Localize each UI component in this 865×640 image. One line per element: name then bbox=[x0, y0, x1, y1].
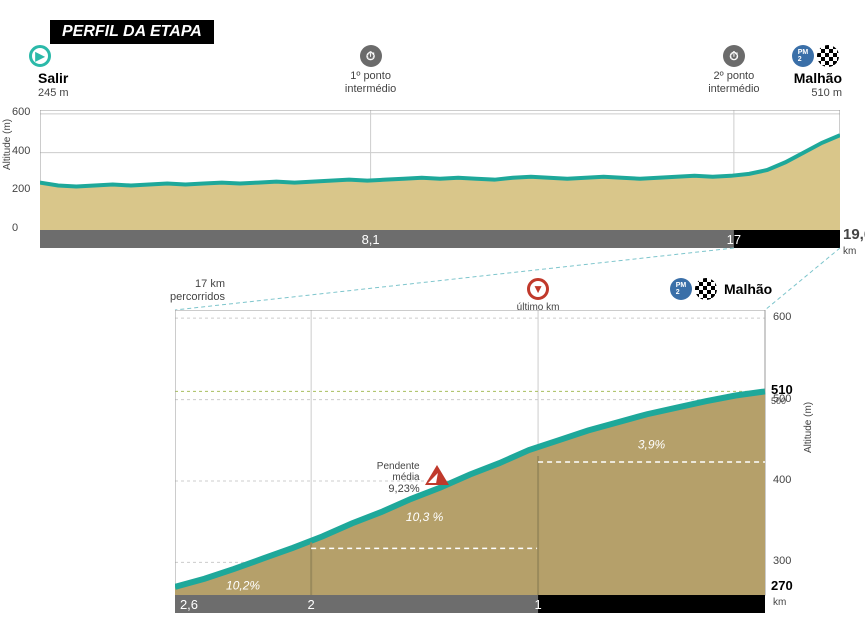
total-distance: 19,6km bbox=[843, 226, 865, 257]
main-elevation-chart: 8,1 17 bbox=[40, 110, 840, 248]
page-title: PERFIL DA ETAPA bbox=[50, 20, 214, 44]
svg-text:17: 17 bbox=[727, 232, 741, 247]
zoom-elevation-chart: 10,2% 10,3 % 3,9% 2,6 2 1 bbox=[175, 310, 815, 613]
svg-text:10,3 %: 10,3 % bbox=[406, 510, 444, 524]
svg-text:8,1: 8,1 bbox=[362, 232, 380, 247]
svg-text:10,2%: 10,2% bbox=[226, 579, 260, 593]
svg-text:3,9%: 3,9% bbox=[638, 438, 666, 452]
svg-text:2: 2 bbox=[308, 597, 315, 612]
svg-text:1: 1 bbox=[534, 597, 541, 612]
svg-text:2,6: 2,6 bbox=[180, 597, 198, 612]
